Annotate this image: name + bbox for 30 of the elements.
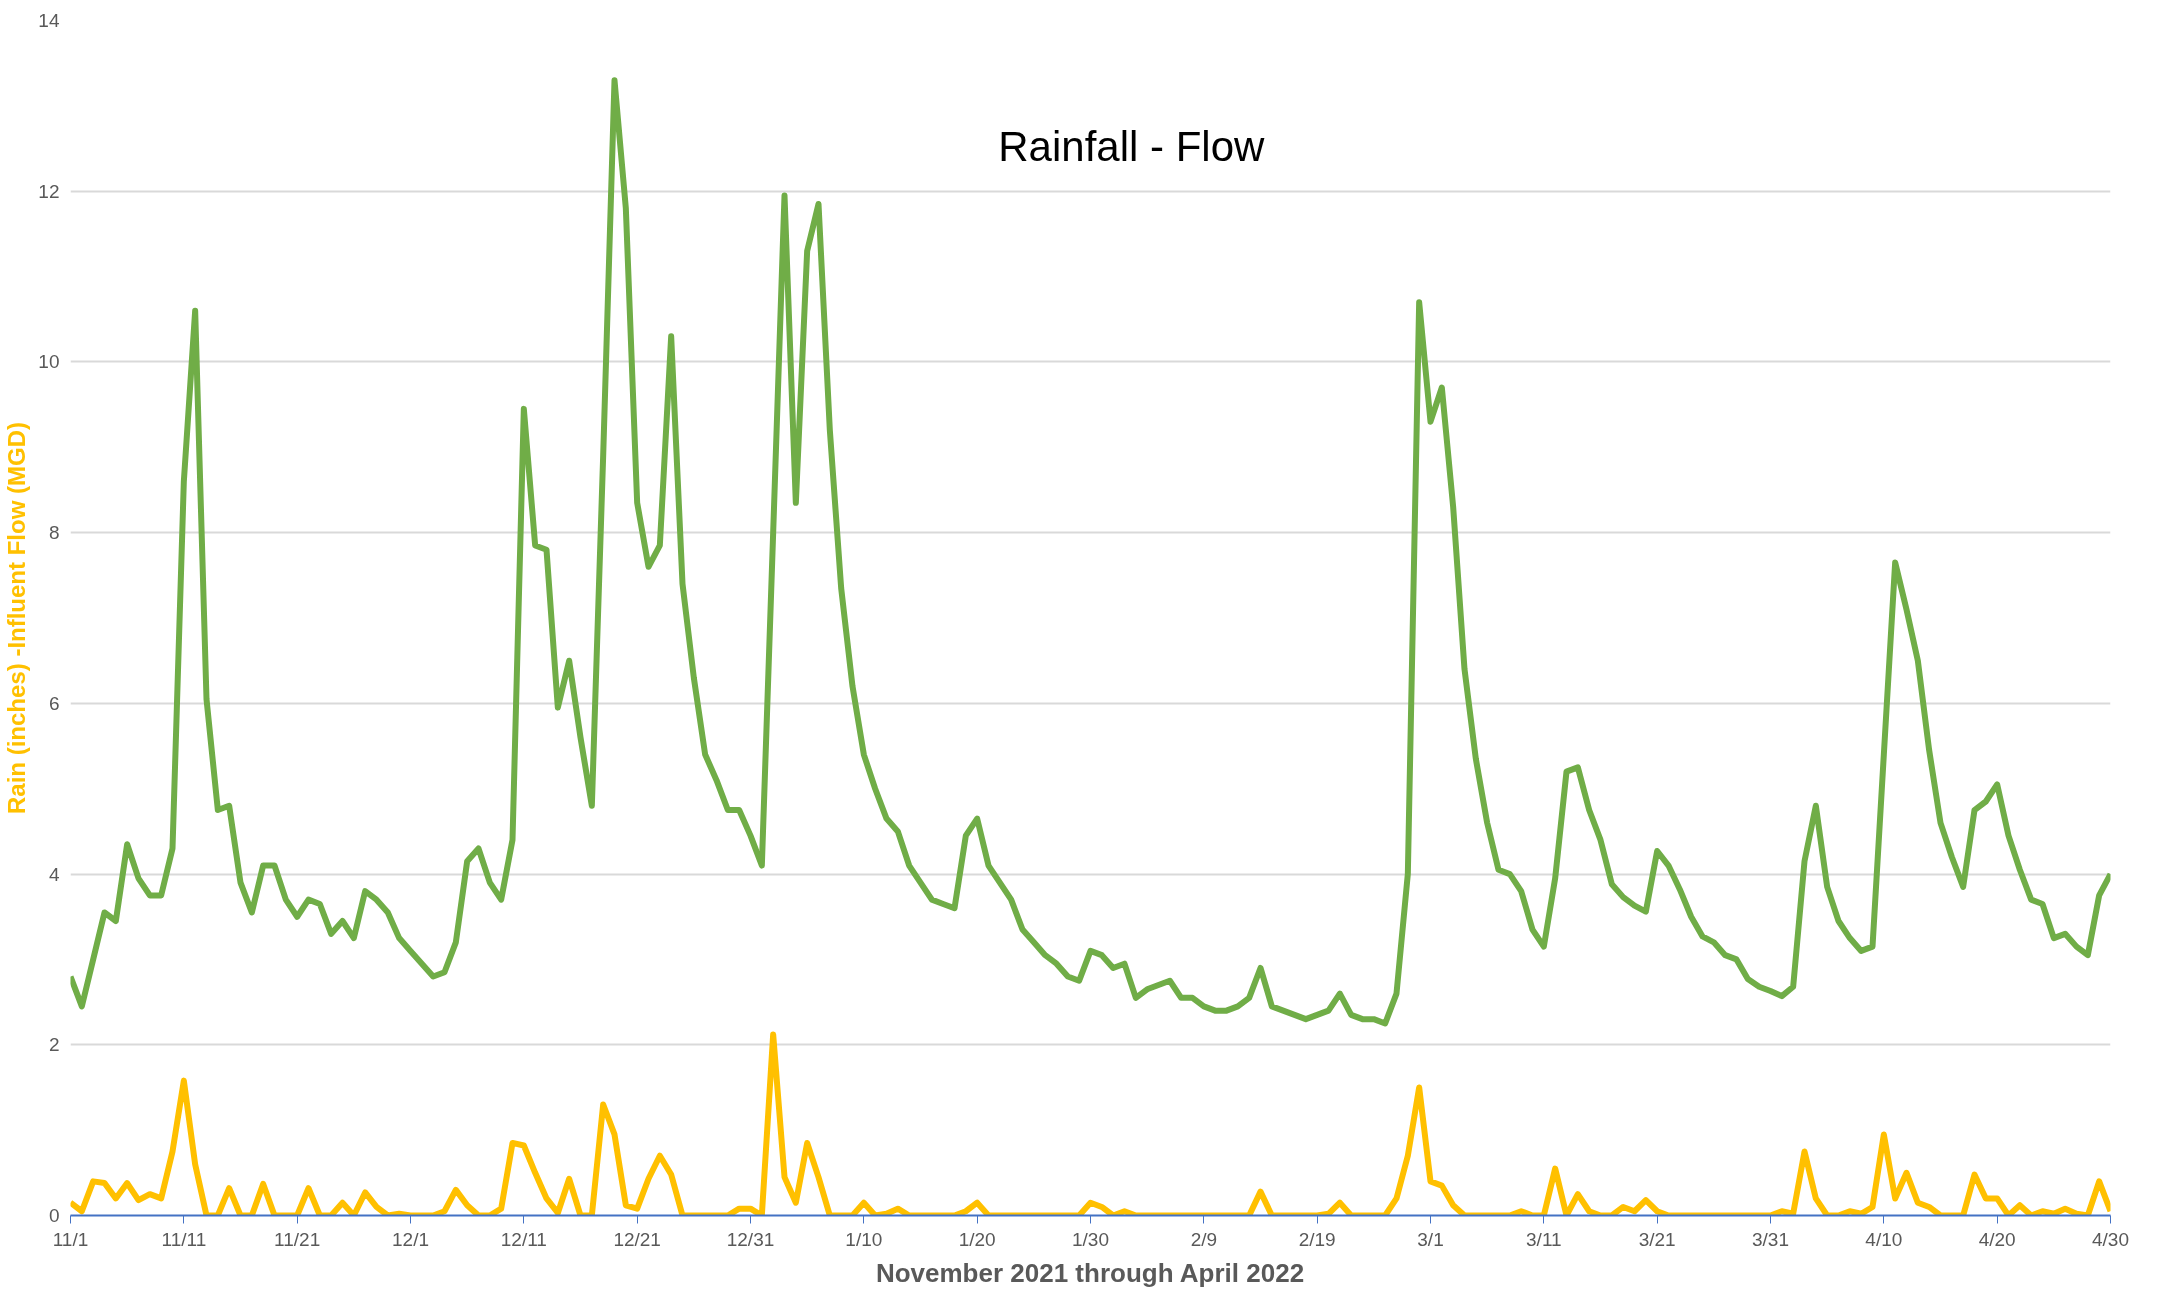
x-axis-title: November 2021 through April 2022 [875,1257,1305,1288]
y-axis-title: Rain (inches) -Influent Flow (MGD) [3,422,31,814]
y-tick-label: 4 [48,863,60,885]
x-tick-label: 2/19 [1298,1228,1336,1250]
x-tick-label: 3/21 [1638,1228,1676,1250]
x-tick-label: 2/9 [1190,1228,1218,1250]
x-tick-label: 12/1 [392,1228,429,1250]
x-tick-label: 11/21 [274,1228,321,1250]
y-tick-label: 6 [48,692,60,714]
y-tick-label: 2 [48,1034,60,1056]
x-tick-label: 1/10 [845,1228,883,1250]
x-tick-label: 11/1 [52,1228,89,1250]
x-tick-label: 1/30 [1072,1228,1109,1250]
x-tick-label: 12/31 [726,1228,775,1250]
x-tick-label: 3/31 [1752,1228,1789,1250]
x-tick-label: 3/1 [1417,1228,1444,1250]
y-tick-label: 0 [48,1205,60,1226]
x-tick-label: 12/11 [500,1228,547,1250]
y-tick-label: 12 [38,180,60,202]
y-tick-label: 10 [38,351,60,373]
x-tick-label: 3/11 [1526,1228,1562,1250]
y-tick-label: 14 [38,10,60,31]
text: Rainfall - Flow [998,122,1265,170]
x-tick-label: 4/20 [1978,1228,2016,1250]
y-tick-label: 8 [48,522,60,544]
x-tick-label: 4/10 [1865,1228,1903,1250]
x-tick-label: 12/21 [613,1228,661,1250]
x-tick-label: 4/30 [2092,1228,2129,1250]
x-tick-label: 1/20 [958,1228,996,1250]
x-tick-label: 11/11 [161,1228,207,1250]
